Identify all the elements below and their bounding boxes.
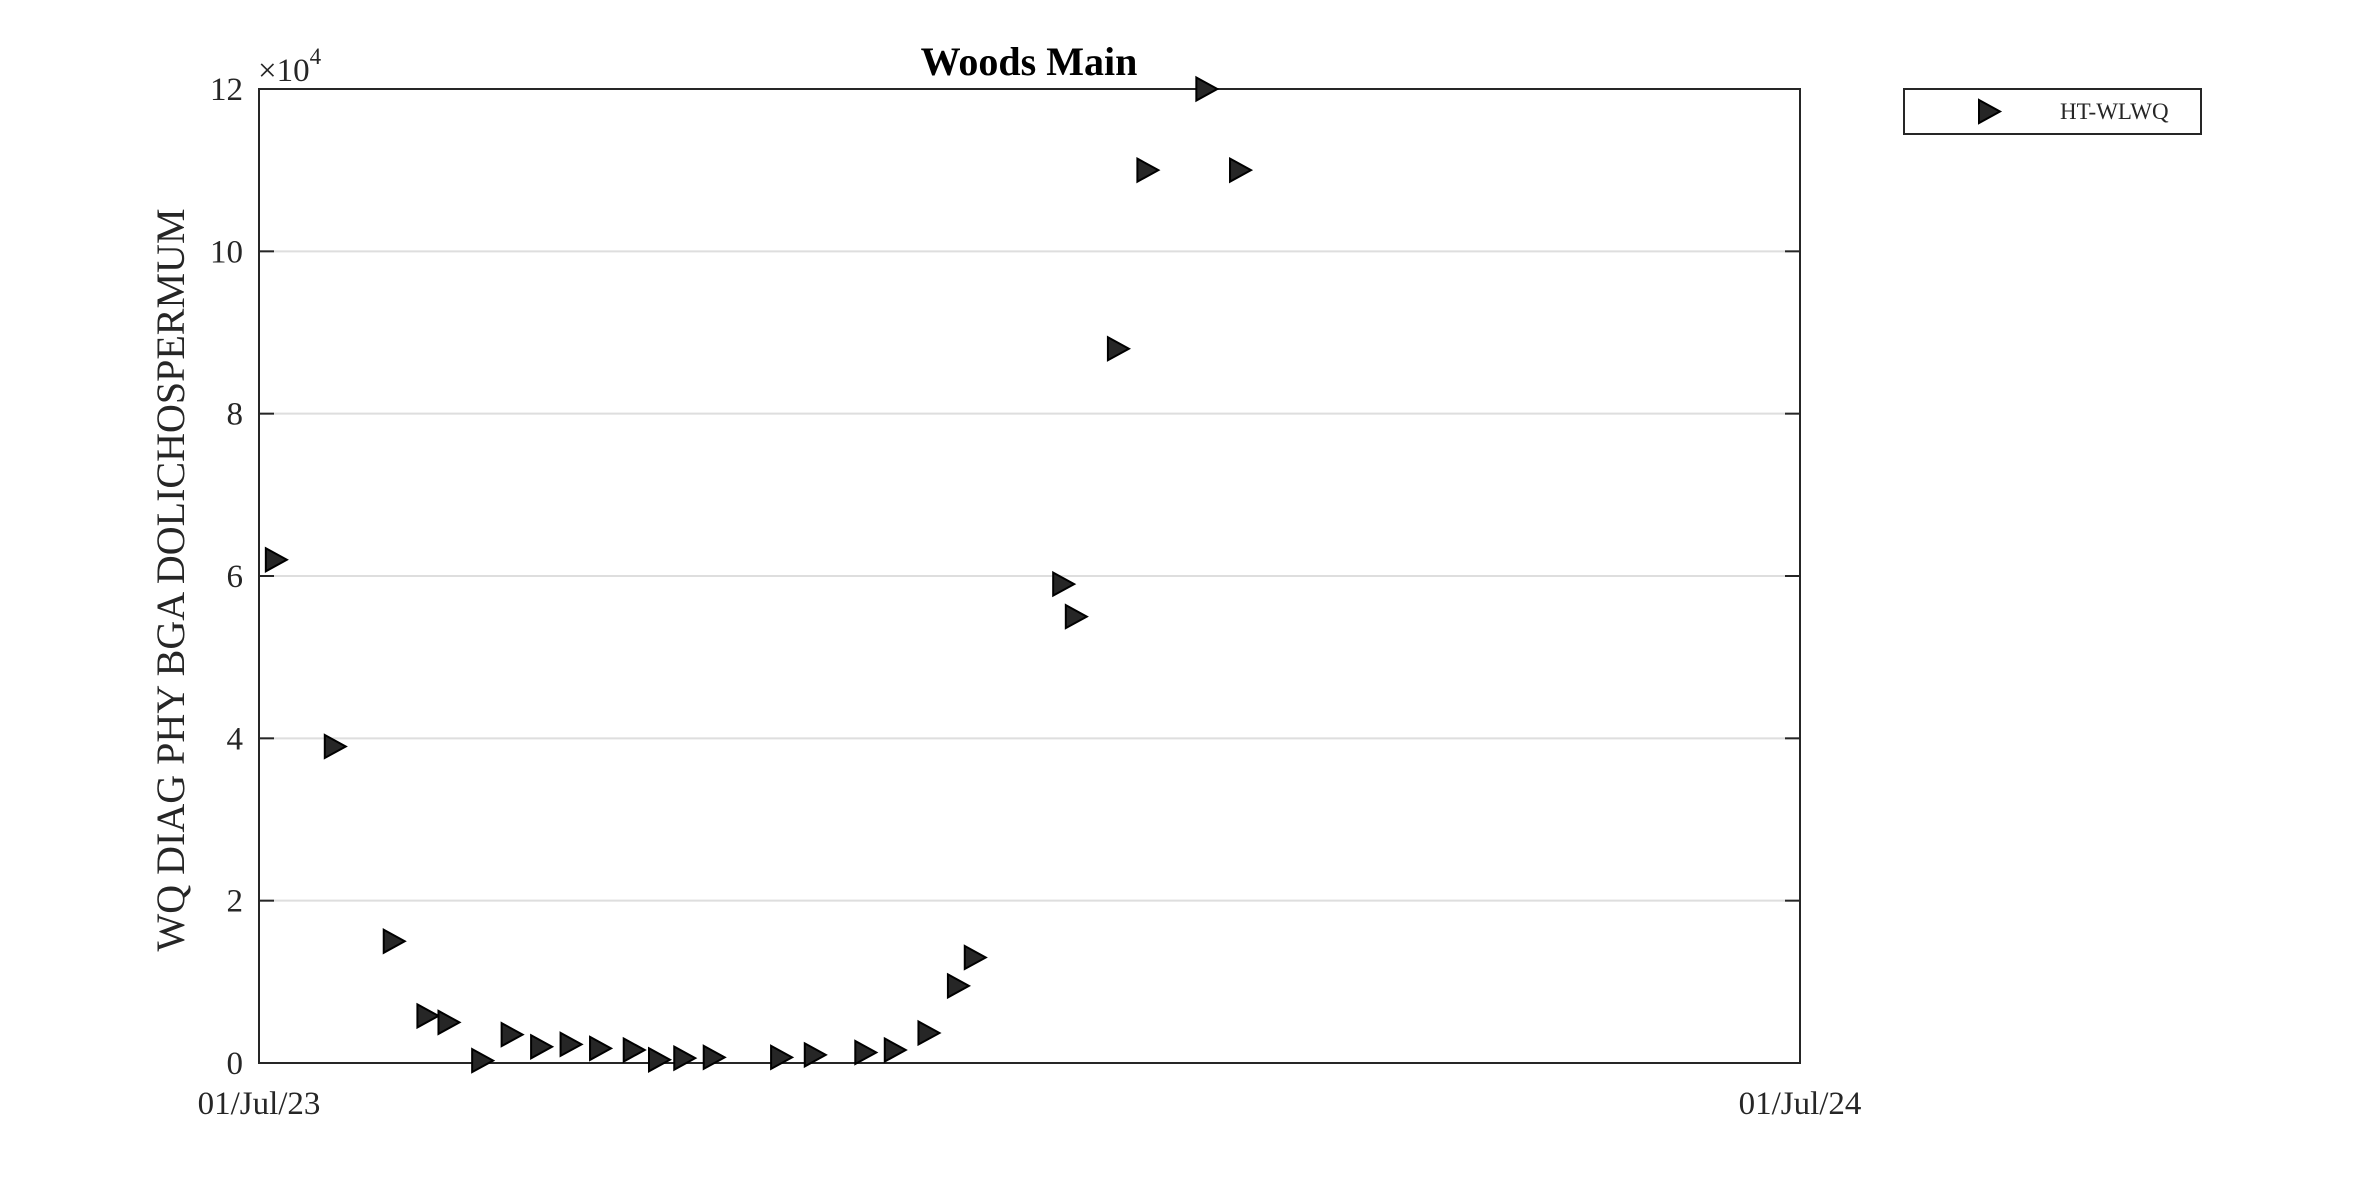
data-point [437,1009,462,1036]
data-point [1136,156,1161,184]
chart-title: Woods Main [921,39,1138,84]
data-point [854,1039,879,1066]
y-axis: 0 2 4 6 8 10 12 [210,72,1800,1082]
data-point [647,1046,673,1073]
data-point [946,972,972,1000]
data-point [622,1036,647,1064]
data-point [770,1044,795,1071]
y-tick-label: 8 [227,397,244,433]
legend-box [1903,88,2202,135]
data-point [1229,156,1254,184]
y-tick-label: 6 [227,559,244,595]
x-axis: 01/Jul/23 01/Jul/24 [198,1086,1862,1122]
legend-marker-icon [1978,98,2003,125]
x-tick-label: 01/Jul/24 [1739,1086,1862,1122]
y-tick-label: 2 [227,884,244,920]
y-tick-label: 0 [227,1046,244,1082]
y-axis-label: WQ DIAG PHY BGA DOLICHOSPERMUM [148,208,193,951]
x-tick-label: 01/Jul/23 [198,1086,321,1122]
data-point [559,1031,584,1058]
y-tick-label: 10 [210,234,243,270]
data-point [500,1021,525,1048]
data-point [917,1019,942,1047]
data-point [803,1041,828,1069]
data-point [530,1033,555,1060]
data-point [264,546,289,573]
data-point [1052,570,1077,598]
data-point [471,1047,496,1074]
data-point [382,928,407,955]
data-point [416,1002,441,1030]
data-point [589,1035,614,1062]
data-point [1064,603,1089,630]
data-point [323,733,348,760]
data-point [883,1036,908,1064]
data-point [702,1044,727,1071]
data-point [1195,75,1220,103]
data-point [963,944,988,971]
y-tick-label: 12 [210,72,243,108]
data-point [1106,335,1132,362]
legend: HT-WLWQ [1903,88,2202,135]
data-point [673,1044,698,1072]
y-exponent-label: ×104 [258,44,322,89]
series-ht-wlwq [264,75,1254,1074]
grid-layer [259,250,1800,902]
legend-label: HT-WLWQ [2060,99,2169,124]
y-tick-label: 4 [227,721,244,757]
